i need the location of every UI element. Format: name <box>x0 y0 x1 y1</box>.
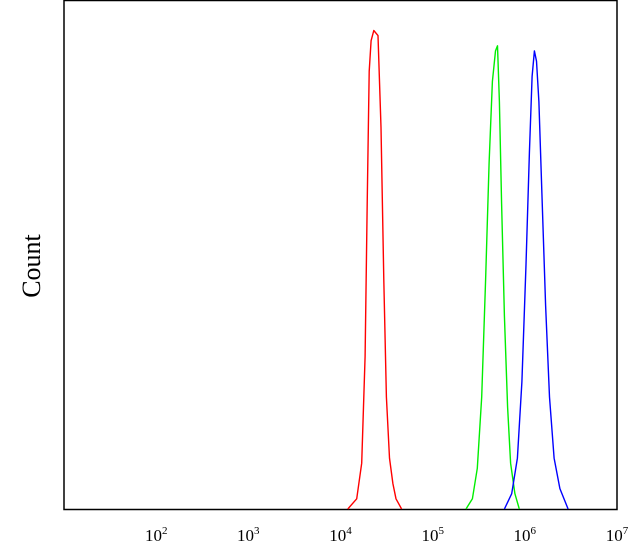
x-tick-label-2: 103 <box>237 525 260 545</box>
series-layer <box>347 29 569 510</box>
series-line-3 <box>503 50 569 510</box>
x-tick-labels: 102 103 104 105 106 107 <box>145 525 629 545</box>
x-tick-label-1: 102 <box>145 525 168 545</box>
x-tick-label-6: 107 <box>606 525 629 545</box>
x-tick-label-3: 104 <box>329 525 352 545</box>
series-line-2 <box>465 45 520 510</box>
y-axis-title: Count <box>17 233 46 297</box>
x-tick-label-4: 105 <box>421 525 444 545</box>
plot-frame <box>63 0 618 511</box>
x-tick-label-5: 106 <box>514 525 537 545</box>
series-line-1 <box>347 29 403 510</box>
